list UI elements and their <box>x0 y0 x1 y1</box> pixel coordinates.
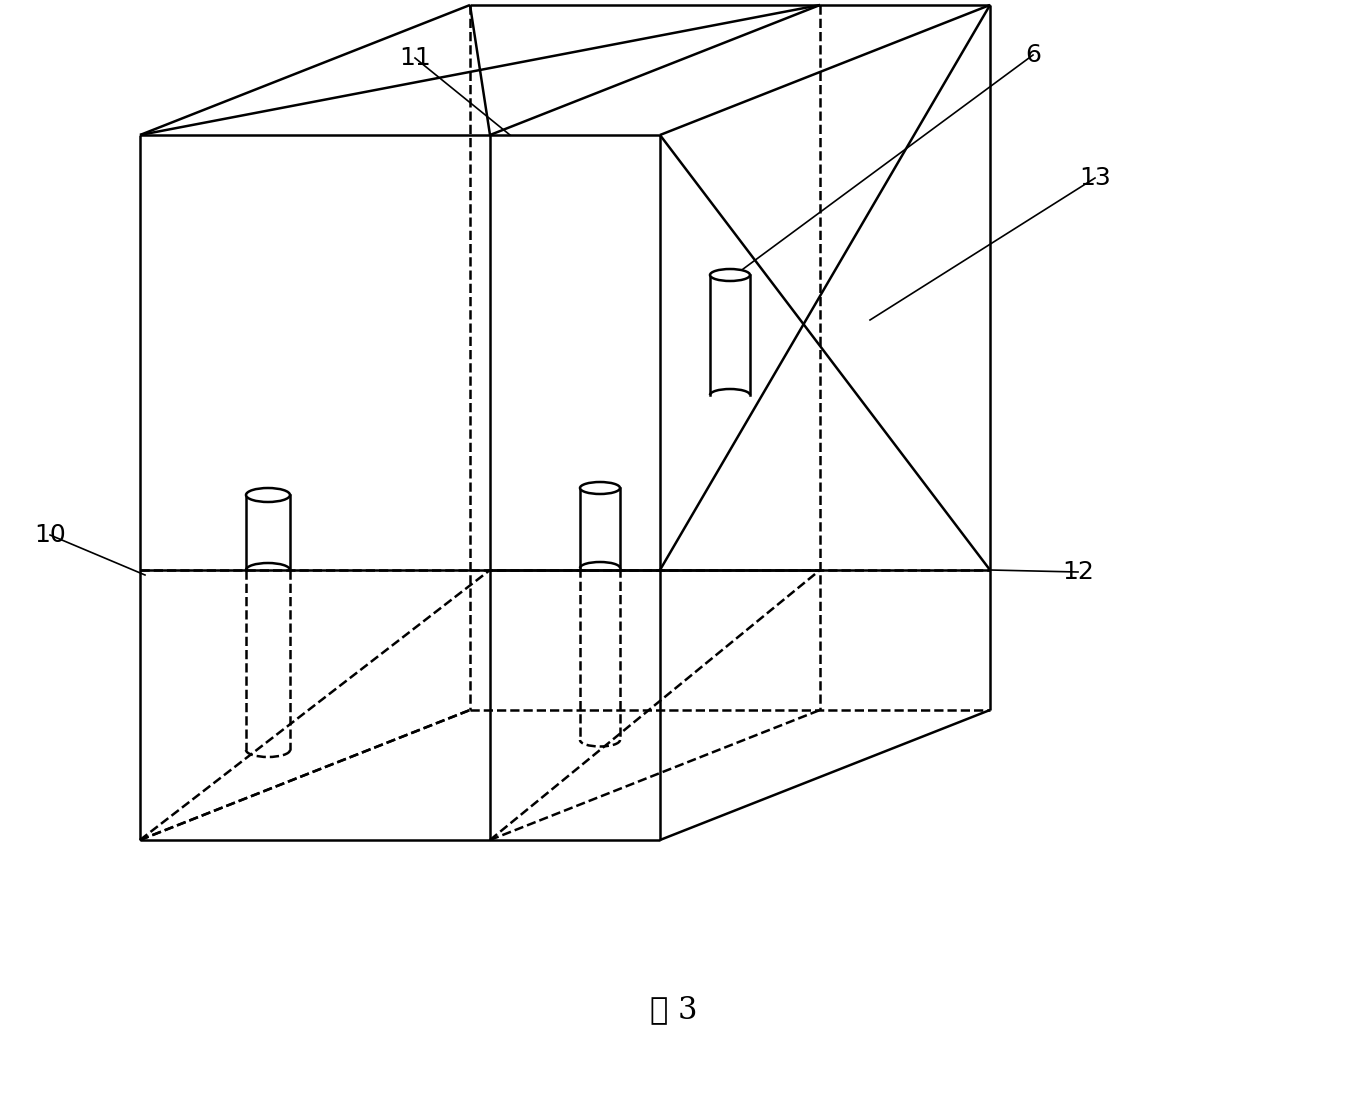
Ellipse shape <box>246 488 290 502</box>
Text: 图 3: 图 3 <box>650 994 697 1025</box>
Text: 13: 13 <box>1079 166 1110 190</box>
Text: 11: 11 <box>399 46 430 70</box>
Text: 12: 12 <box>1062 560 1094 584</box>
Text: 6: 6 <box>1025 43 1041 67</box>
Ellipse shape <box>580 482 621 494</box>
Ellipse shape <box>710 269 750 281</box>
Text: 10: 10 <box>34 523 66 547</box>
